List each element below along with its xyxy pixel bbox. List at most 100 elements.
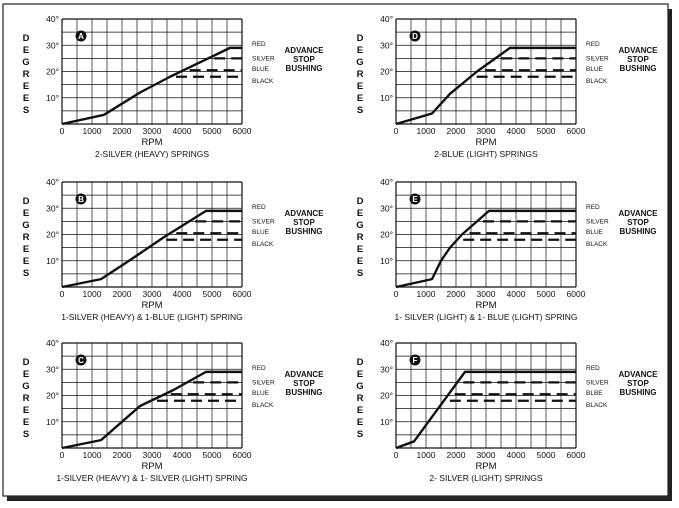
- x-tick-label: 2000: [447, 450, 466, 460]
- chart-badge-letter: C: [78, 356, 84, 365]
- advance-stop-bushing-label: STOP: [293, 379, 315, 388]
- x-tick-label: 2000: [447, 126, 466, 136]
- x-tick-label: 0: [60, 126, 65, 136]
- y-tick-label: 20°: [46, 391, 59, 401]
- y-axis-label-letter: E: [357, 93, 363, 104]
- advance-stop-bushing-label: STOP: [293, 55, 315, 64]
- y-tick-label: 10°: [46, 417, 59, 427]
- x-tick-label: 5000: [203, 450, 222, 460]
- y-axis-label-letter: E: [357, 81, 363, 92]
- x-axis-label: RPM: [141, 300, 162, 311]
- y-axis-label-letter: E: [357, 417, 363, 428]
- y-tick-label: 40°: [380, 14, 393, 24]
- x-tick-label: 4000: [173, 450, 192, 460]
- y-axis-label-letter: S: [23, 105, 29, 116]
- y-tick-label: 20°: [380, 391, 393, 401]
- x-tick-label: 1000: [83, 289, 102, 299]
- chart-badge: [409, 354, 421, 366]
- x-tick-label: 3000: [477, 450, 496, 460]
- advance-stop-bushing-label: STOP: [293, 218, 315, 227]
- chart-panel-f: 10°20°30°40°0 1000 2000 3000 4000 5000 6000DEG…: [356, 338, 658, 483]
- y-tick-label: 20°: [380, 67, 393, 77]
- y-axis-label-letter: S: [23, 268, 29, 279]
- advance-stop-bushing-label: BUSHING: [286, 64, 323, 73]
- chart-caption: 1-SILVER (HEAVY) & 1-BLUE (LIGHT) SPRING: [61, 312, 243, 322]
- y-axis-label-letter: E: [23, 369, 29, 380]
- advance-stop-bushing-label: ADVANCE: [285, 370, 325, 379]
- x-tick-label: 2000: [113, 450, 132, 460]
- x-tick-label: 3000: [143, 289, 162, 299]
- y-tick-label: 10°: [46, 93, 59, 103]
- y-tick-label: 30°: [46, 203, 59, 213]
- chart-caption: 2- SILVER (LIGHT) SPRINGS: [429, 473, 543, 483]
- x-tick-label: 0: [60, 450, 65, 460]
- chart-panel-e: 10°20°30°40°0 1000 2000 3000 4000 5000 6000DEG…: [356, 177, 658, 322]
- advance-curve: [61, 209, 242, 289]
- y-tick-label: 30°: [380, 40, 393, 50]
- x-tick-label: 1000: [83, 450, 102, 460]
- y-axis-label-letter: E: [357, 208, 363, 219]
- y-axis-label-letter: D: [23, 357, 30, 368]
- y-axis-label-letter: E: [357, 405, 363, 416]
- x-tick-label: 2000: [447, 289, 466, 299]
- stop-label-black: BLACK: [586, 402, 608, 409]
- advance-stop-bushing-label: BUSHING: [620, 64, 657, 73]
- y-tick-label: 20°: [46, 230, 59, 240]
- y-axis-label-letter: R: [23, 393, 30, 404]
- chart-badge: [409, 193, 421, 205]
- y-tick-label: 10°: [380, 417, 393, 427]
- stop-label-blue: BLUE: [252, 229, 270, 236]
- chart-badge-letter: A: [78, 32, 84, 41]
- stop-label-red: RED: [252, 365, 266, 372]
- advance-stop-bushing-label: ADVANCE: [619, 370, 659, 379]
- y-tick-label: 30°: [46, 364, 59, 374]
- chart-panel-d: 10°20°30°40°0 1000 2000 3000 4000 5000 6000DEG…: [356, 14, 658, 159]
- stop-label-black: BLACK: [252, 241, 274, 248]
- x-axis-label: RPM: [141, 461, 162, 472]
- advance-stop-bushing-label: ADVANCE: [619, 209, 659, 218]
- y-axis-label-letter: D: [23, 33, 30, 44]
- x-tick-label: 0: [394, 289, 399, 299]
- chart-badge-letter: D: [412, 32, 418, 41]
- y-axis-label-letter: G: [22, 220, 29, 231]
- y-axis-label-letter: E: [357, 256, 363, 267]
- chart-panel-c: 10°20°30°40°0 1000 2000 3000 4000 5000 6000DEG…: [22, 338, 324, 483]
- advance-stop-bushing-label: BUSHING: [620, 227, 657, 236]
- x-tick-label: 0: [394, 126, 399, 136]
- y-axis-label-letter: D: [357, 33, 364, 44]
- y-axis-label-letter: E: [23, 45, 29, 56]
- y-axis-label-letter: R: [357, 393, 364, 404]
- x-tick-label: 1000: [83, 126, 102, 136]
- stop-label-silver: SILVER: [586, 379, 609, 386]
- advance-stop-bushing-label: STOP: [627, 55, 649, 64]
- y-tick-label: 40°: [46, 338, 59, 348]
- y-axis-label-letter: E: [357, 369, 363, 380]
- y-axis-label-letter: G: [356, 220, 363, 231]
- chart-caption: 1-SILVER (HEAVY) & 1- SILVER (LIGHT) SPR…: [56, 473, 247, 483]
- y-tick-label: 10°: [46, 256, 59, 266]
- x-tick-label: 4000: [507, 289, 526, 299]
- stop-label-silver: SILVER: [586, 218, 609, 225]
- chart-panel-a: 10°20°30°40°0 1000 2000 3000 4000 5000 6000DEG…: [22, 14, 324, 159]
- stop-label-blue: BLUE: [586, 229, 604, 236]
- stop-label-black: BLACK: [586, 78, 608, 85]
- y-axis-label-letter: D: [357, 196, 364, 207]
- y-tick-label: 40°: [380, 338, 393, 348]
- chart-badge: [75, 193, 87, 205]
- stop-label-red: RED: [252, 204, 266, 211]
- y-axis-label-letter: S: [357, 268, 363, 279]
- y-axis-label-letter: E: [23, 417, 29, 428]
- chart-badge-letter: E: [412, 195, 418, 204]
- chart-caption: 2-BLUE (LIGHT) SPRINGS: [434, 149, 538, 159]
- x-axis-label: RPM: [141, 137, 162, 148]
- y-tick-label: 20°: [46, 67, 59, 77]
- y-axis-label-letter: R: [23, 69, 30, 80]
- stop-label-silver: SILVER: [252, 218, 275, 225]
- y-axis-label-letter: G: [22, 57, 29, 68]
- stop-label-silver: SILVER: [586, 55, 609, 62]
- x-tick-label: 2000: [113, 126, 132, 136]
- advance-stop-bushing-label: STOP: [627, 379, 649, 388]
- advance-stop-bushing-label: BUSHING: [286, 388, 323, 397]
- y-axis-label-letter: S: [23, 429, 29, 440]
- y-axis-label-letter: E: [357, 45, 363, 56]
